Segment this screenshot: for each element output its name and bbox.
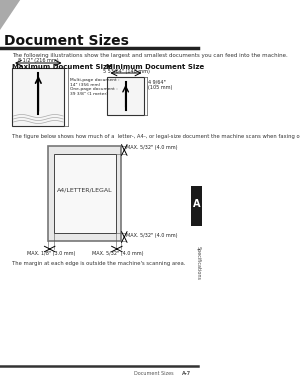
Text: Maximum Document Size: Maximum Document Size [12,64,112,70]
Text: Document Sizes: Document Sizes [134,371,174,376]
Bar [54,154,116,233]
Text: The following illustrations show the largest and smallest documents you can feed: The following illustrations show the lar… [12,53,288,58]
Text: MAX. 5/32" (4.0 mm): MAX. 5/32" (4.0 mm) [126,146,178,151]
Polygon shape [0,0,20,30]
Text: Document Sizes: Document Sizes [4,34,129,48]
Text: A4/LETTER/LEGAL: A4/LETTER/LEGAL [57,187,112,192]
Text: The margin at each edge is outside the machine's scanning area.: The margin at each edge is outside the m… [12,261,185,266]
Text: Multi-page document :
14" (356 mm)
One-page document :
39 3/8" (1 meter): Multi-page document : 14" (356 mm) One-p… [70,78,119,96]
Text: The figure below shows how much of a  letter-, A4-, or legal-size document the m: The figure below shows how much of a let… [12,134,300,139]
Text: A: A [193,199,200,209]
Bar [12,68,64,126]
Bar [48,146,121,241]
Bar [191,186,202,226]
Text: 8 1/2" (216 mm): 8 1/2" (216 mm) [18,58,58,63]
Text: Specifications: Specifications [196,246,201,280]
Text: 4 9/64"
(105 mm): 4 9/64" (105 mm) [148,79,173,90]
Text: 5 53/64" (148 mm): 5 53/64" (148 mm) [103,69,149,74]
Text: MAX. 5/32" (4.0 mm): MAX. 5/32" (4.0 mm) [92,251,144,256]
Bar [107,77,144,115]
Text: MAX. 1/8" (3.0 mm): MAX. 1/8" (3.0 mm) [27,251,75,256]
Text: A-7: A-7 [182,371,191,376]
Text: Minimum Document Size: Minimum Document Size [106,64,204,70]
Text: MAX. 5/32" (4.0 mm): MAX. 5/32" (4.0 mm) [126,232,178,237]
